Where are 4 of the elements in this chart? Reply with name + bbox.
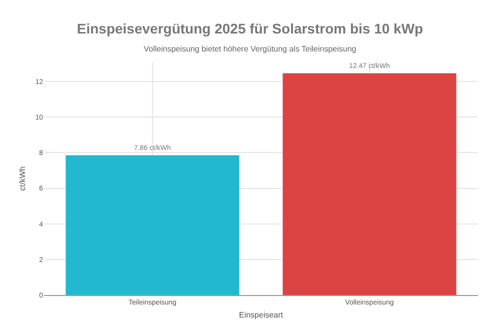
chart-subtitle: Volleinspeisung bietet höhere Vergütung als Teileinspeisung <box>144 44 356 54</box>
y-axis-title: ct/kWh <box>18 166 27 191</box>
chart-title: Einspeisevergütung 2025 für Solarstrom bis 10 kWp <box>76 20 424 36</box>
x-axis-title: Einspeiseart <box>238 310 284 320</box>
